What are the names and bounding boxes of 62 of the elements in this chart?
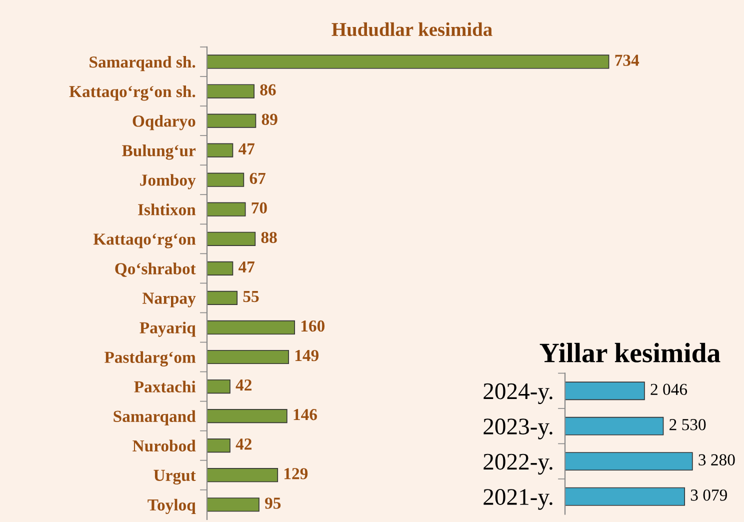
bar xyxy=(207,498,260,512)
data-label: 2 530 xyxy=(670,419,706,430)
data-label: 88 xyxy=(261,232,277,244)
data-label: 47 xyxy=(238,143,255,154)
data-label: 3 280 xyxy=(698,454,735,466)
y-tick-label: Urgut xyxy=(154,470,196,484)
data-label: 67 xyxy=(250,172,266,184)
bar xyxy=(207,290,238,306)
data-label: 89 xyxy=(262,114,278,125)
y-tick-label: Pastdarg‘om xyxy=(104,351,196,366)
data-label: 2 046 xyxy=(650,384,688,396)
y-tick-label: 2021-y. xyxy=(484,489,552,510)
y-tick-label: Paxtachi xyxy=(134,380,196,392)
bar xyxy=(207,438,230,453)
data-label: 42 xyxy=(236,438,252,450)
data-label: 55 xyxy=(243,291,259,302)
bar xyxy=(207,379,230,394)
y-tick-label: Oqdaryo xyxy=(132,115,196,130)
y-tick-label: Jomboy xyxy=(140,174,196,190)
data-label: 95 xyxy=(265,498,281,509)
bar xyxy=(207,54,610,69)
data-label: 70 xyxy=(252,202,267,214)
bar xyxy=(207,202,246,216)
data-label: 86 xyxy=(260,84,276,96)
data-label: 149 xyxy=(295,350,319,362)
y-tick-label: Kattaqo‘rg‘on sh. xyxy=(69,85,196,101)
y-tick-label: Narpay xyxy=(142,292,196,308)
y-tick-label: Nurobod xyxy=(132,440,196,452)
chart-title: Hududlar kesimida xyxy=(332,22,492,36)
bar xyxy=(207,320,296,335)
bar xyxy=(207,114,256,128)
chart-title: Yillar kesimida xyxy=(540,342,720,362)
data-label: 3 079 xyxy=(690,489,727,501)
bar xyxy=(207,84,254,98)
y-tick-label: 2023-y. xyxy=(484,418,552,440)
y-tick-label: Kattaqo‘rg‘on xyxy=(93,234,196,248)
bar xyxy=(565,382,645,400)
y-tick-label: Qo‘shrabot xyxy=(115,262,196,277)
bar xyxy=(207,468,278,482)
y-tick-label: Samarqand xyxy=(114,410,196,426)
data-label: 129 xyxy=(284,468,308,480)
bar xyxy=(207,232,256,246)
bar xyxy=(207,261,234,276)
y-tick-label: Ishtixon xyxy=(138,204,196,216)
bar xyxy=(207,408,288,424)
bar xyxy=(207,350,289,364)
data-label: 47 xyxy=(238,261,255,272)
data-label: 146 xyxy=(294,409,317,420)
y-tick-label: 2022-y. xyxy=(484,454,552,475)
data-label: 734 xyxy=(615,54,640,66)
y-tick-label: 2024-y. xyxy=(484,383,552,404)
y-tick-label: Bulung‘ur xyxy=(122,144,196,160)
bar xyxy=(565,416,664,436)
bar xyxy=(565,487,686,506)
bar xyxy=(207,143,234,158)
bar xyxy=(565,452,693,471)
y-tick-label: Samarqand sh. xyxy=(90,56,196,72)
data-label: 42 xyxy=(236,379,252,391)
data-label: 160 xyxy=(301,320,325,332)
y-tick-label: Toyloq xyxy=(148,498,196,514)
bar xyxy=(207,172,244,187)
y-tick-label: Payariq xyxy=(140,322,196,337)
